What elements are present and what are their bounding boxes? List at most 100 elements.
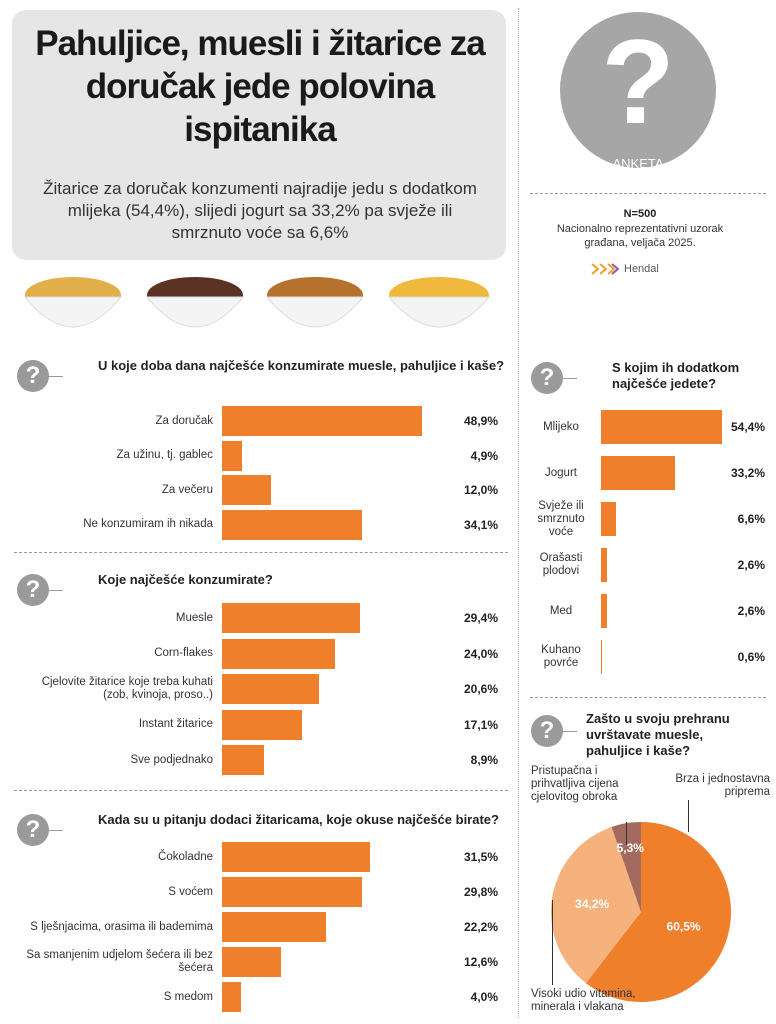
category-label: Muesle [13, 603, 213, 633]
pie-slice [551, 826, 641, 984]
separator [14, 790, 508, 791]
leader-line [552, 900, 553, 985]
question-icon: ? [17, 360, 49, 392]
pie-slice [611, 822, 641, 912]
pie-category-label: Visoki udio vitamina, minerala i vlakana [531, 988, 636, 1013]
bar [601, 410, 722, 444]
bar [601, 456, 675, 490]
value-label: 34,1% [463, 517, 498, 532]
sample-size: N=500 [623, 208, 657, 220]
value-label: 2,6% [737, 558, 765, 572]
bar [222, 674, 319, 704]
subtitle: Žitarice za doručak konzumenti najradije… [43, 179, 477, 242]
category-label: S lješnjacima, orasima ili bademima [13, 912, 213, 942]
survey-badge [560, 12, 716, 168]
bar [222, 709, 303, 740]
category-label: Kuhano povrće [532, 640, 590, 674]
value-label: 2,6% [737, 604, 765, 618]
pie-chart: 60,5% 34,2% 5,3% [551, 822, 731, 1002]
category-label: Mlijeko [532, 410, 590, 444]
category-label: Sa smanjenim udjelom šećera ili bez šeće… [13, 947, 213, 977]
slice-label: 34,2% [575, 897, 609, 911]
category-label: Ne konzumiram ih nikada [13, 510, 213, 540]
leader-line [626, 822, 627, 845]
pie-category-label: Pristupačna i prihvatljiva cijena cjelov… [531, 765, 619, 803]
value-label: 8,9% [470, 753, 498, 767]
category-text: Med [549, 604, 573, 617]
connector [49, 590, 63, 591]
header-box [12, 10, 506, 260]
category-text: Cjelovite žitarice koje treba kuhati (zo… [41, 676, 213, 701]
chart-title: Koje najčešće konzumirate? [98, 572, 273, 587]
category-label: S voćem [13, 877, 213, 907]
sample-note: Nacionalno reprezentativni uzorak građan… [556, 223, 724, 249]
value-label: 48,9% [463, 414, 498, 428]
category-label: S medom [13, 982, 213, 1012]
bar [222, 982, 241, 1012]
survey-icon: ? [601, 15, 675, 149]
category-text: Sve podjednako [130, 753, 213, 766]
category-label: Jogurt [532, 456, 590, 490]
category-text: Za užinu, tj. gablec [116, 449, 213, 461]
category-text: Orašasti plodovi [539, 552, 583, 577]
bowls-illustration [23, 277, 491, 328]
value-label: 0,6% [737, 650, 765, 664]
pie-category-label: Brza i jednostavna priprema [675, 773, 770, 798]
title: Pahuljice, muesli i žitarice za doručak … [35, 24, 485, 149]
category-label: Za užinu, tj. gablec [13, 441, 213, 471]
bar [222, 947, 282, 977]
question-icon: ? [531, 715, 563, 747]
value-label: 4,9% [470, 448, 498, 463]
value-label: 29,4% [463, 611, 498, 625]
bar [222, 745, 264, 775]
category-label: Za doručak [13, 406, 213, 436]
bar [222, 406, 423, 436]
category-text: Instant žitarice [138, 718, 213, 730]
category-label: Cjelovite žitarice koje treba kuhati (zo… [13, 674, 213, 704]
value-label: 31,5% [463, 850, 498, 864]
category-text: Mlijeko [543, 420, 579, 433]
bar [601, 640, 603, 674]
chart-title: Zašto u svoju prehranu uvrštavate muesle… [586, 711, 730, 758]
value-label: 29,8% [463, 885, 498, 899]
brand: Hendal [624, 263, 659, 275]
category-text: Za večeru [161, 483, 213, 496]
bar [222, 475, 272, 505]
divider [518, 8, 519, 1018]
category-text: Sa smanjenim udjelom šećera ili bez šeće… [26, 949, 213, 974]
bar [222, 603, 361, 633]
bar [222, 877, 363, 907]
category-label: Svježe ili smrznuto voće [532, 499, 590, 538]
category-text: S voćem [168, 885, 213, 898]
value-label: 22,2% [463, 920, 498, 934]
category-label: Corn-flakes [13, 639, 213, 669]
category-text: Corn-flakes [154, 647, 213, 659]
value-label: 17,1% [463, 717, 498, 732]
bar [601, 594, 607, 628]
category-text: Jogurt [545, 466, 577, 479]
chart-title: U koje doba dana najčešće konzumirate mu… [98, 358, 505, 373]
value-label: 12,6% [463, 955, 498, 969]
category-text: S lješnjacima, orasima ili bademima [30, 920, 213, 933]
value-label: 20,6% [463, 682, 498, 696]
value-label: 6,6% [737, 512, 765, 526]
bar [222, 912, 327, 942]
question-icon: ? [531, 362, 563, 394]
separator [14, 552, 508, 553]
connector [563, 378, 577, 379]
category-label: Sve podjednako [13, 745, 213, 775]
category-text: Čokoladne [158, 850, 213, 863]
category-text: Za doručak [155, 414, 213, 427]
question-icon: ? [17, 814, 49, 846]
category-label: Med [532, 594, 590, 628]
separator [530, 697, 766, 698]
bar [222, 842, 371, 872]
value-label: 24,0% [463, 646, 498, 661]
bar [601, 548, 607, 582]
value-label: 33,2% [730, 466, 765, 480]
category-text: Svježe ili smrznuto voće [537, 499, 585, 538]
category-text: Kuhano povrće [541, 644, 581, 669]
bar [222, 509, 362, 540]
bar [601, 502, 616, 536]
